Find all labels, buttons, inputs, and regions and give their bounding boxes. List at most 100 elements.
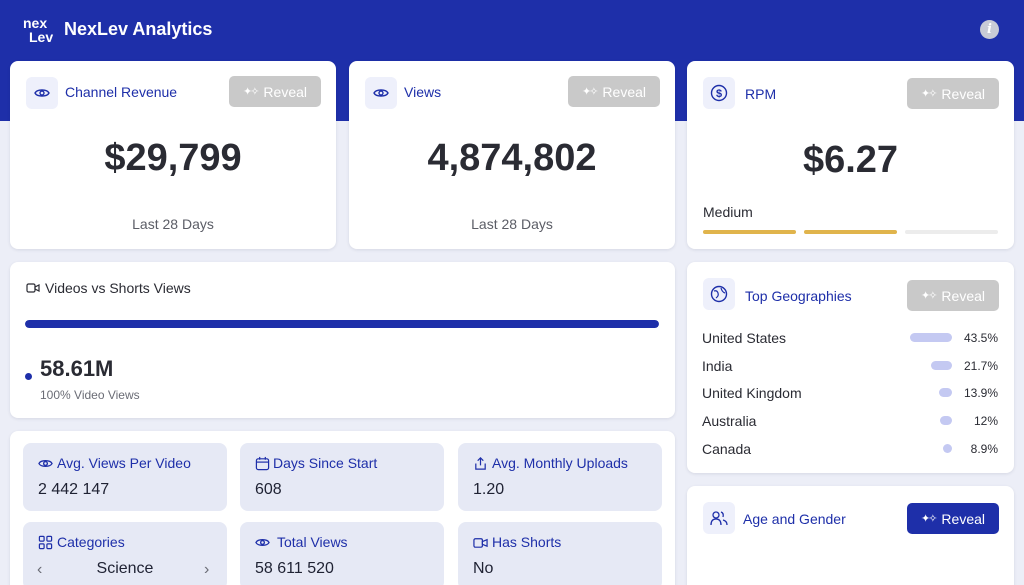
avg-monthly-uploads-label: Avg. Monthly Uploads xyxy=(492,455,628,471)
grid-icon xyxy=(38,535,53,550)
age-gender-label: Age and Gender xyxy=(743,511,846,527)
sparkle-icon: ✦✧ xyxy=(920,513,938,525)
geography-percent: 43.5% xyxy=(963,331,998,345)
categories-label: Categories xyxy=(57,534,125,550)
top-geographies-card: Top Geographies ✦✧ Reveal United States 43… xyxy=(687,262,1014,473)
video-camera-icon xyxy=(26,283,40,293)
reveal-button[interactable]: ✦✧ Reveal xyxy=(907,280,999,311)
video-share-fill xyxy=(25,320,659,328)
svg-text:Lev: Lev xyxy=(29,29,53,45)
category-value: Science xyxy=(96,560,154,577)
reveal-label: Reveal xyxy=(941,85,986,102)
revenue-value: $29,799 xyxy=(104,137,242,179)
channel-revenue-card: Channel Revenue ✦✧ Reveal $29,799 Last 28… xyxy=(10,61,336,249)
geography-percent: 21.7% xyxy=(963,358,998,373)
sparkle-icon: ✦✧ xyxy=(920,88,938,100)
channel-revenue-label: Channel Revenue xyxy=(65,84,178,100)
video-views-breakdown: 100% Video Views xyxy=(40,388,140,402)
rpm-level-segment xyxy=(703,230,796,234)
total-views-short: 58.61M xyxy=(40,356,114,381)
geography-row: United States 43.5% xyxy=(702,328,998,348)
views-period: Last 28 Days xyxy=(471,216,553,232)
revenue-period: Last 28 Days xyxy=(132,216,214,232)
rpm-value: $6.27 xyxy=(802,139,899,181)
video-camera-icon xyxy=(473,538,488,548)
geography-bar xyxy=(931,360,952,370)
sparkle-icon: ✦✧ xyxy=(581,86,599,98)
geography-bar xyxy=(910,333,952,342)
reveal-button[interactable]: ✦✧ Reveal xyxy=(568,76,660,107)
geography-bar xyxy=(943,443,952,453)
reveal-button[interactable]: ✦✧ Reveal xyxy=(907,503,999,534)
videos-vs-shorts-title: Videos vs Shorts Views xyxy=(45,280,191,296)
geography-percent: 12% xyxy=(973,414,998,429)
chevron-left-icon[interactable]: ‹ xyxy=(37,561,43,578)
users-icon xyxy=(703,502,735,534)
videos-vs-shorts-card: Videos vs Shorts Views 58.61M 100% Video… xyxy=(10,262,675,418)
channel-stats-panel: Avg. Views Per Video 2 442 147 Days Sinc… xyxy=(10,431,675,585)
video-share-bar xyxy=(25,320,659,328)
geography-row: Australia 12% xyxy=(702,411,998,431)
sparkle-icon: ✦✧ xyxy=(920,290,938,302)
geography-country: Australia xyxy=(702,413,757,430)
avg-monthly-uploads-tile: Avg. Monthly Uploads 1.20 xyxy=(458,443,662,511)
geography-bar xyxy=(940,416,952,426)
sparkle-icon: ✦✧ xyxy=(242,86,260,98)
globe-icon xyxy=(703,278,735,310)
geography-bar xyxy=(938,388,952,398)
upload-icon xyxy=(475,457,486,470)
rpm-card: $ RPM ✦✧ Reveal $6.27 Medium xyxy=(687,61,1014,249)
avg-views-label: Avg. Views Per Video xyxy=(57,455,191,471)
svg-text:nex: nex xyxy=(23,15,47,31)
svg-text:$: $ xyxy=(716,88,722,100)
geography-row: United Kingdom 13.9% xyxy=(702,383,998,403)
reveal-label: Reveal xyxy=(602,83,647,100)
geography-country: United Kingdom xyxy=(702,385,802,402)
views-label: Views xyxy=(404,84,442,100)
views-value: 4,874,802 xyxy=(427,137,597,179)
geography-row: Canada 8.9% xyxy=(702,439,998,459)
views-card: Views ✦✧ Reveal 4,874,802 Last 28 Days xyxy=(349,61,675,249)
geography-percent: 8.9% xyxy=(970,441,998,456)
has-shorts-label: Has Shorts xyxy=(492,534,562,550)
legend-dot xyxy=(25,373,32,380)
days-since-start-label: Days Since Start xyxy=(273,455,378,471)
reveal-label: Reveal xyxy=(941,287,986,304)
reveal-label: Reveal xyxy=(941,510,986,527)
eye-icon xyxy=(255,539,270,546)
rpm-label: RPM xyxy=(745,86,777,102)
eye-icon xyxy=(365,77,397,109)
calendar-icon xyxy=(255,456,270,471)
rpm-level-segment xyxy=(905,230,998,234)
total-views-label: Total Views xyxy=(277,534,348,550)
eye-icon xyxy=(26,77,58,109)
reveal-button[interactable]: ✦✧ Reveal xyxy=(229,76,321,107)
info-icon[interactable]: i xyxy=(980,20,999,39)
chevron-right-icon[interactable]: › xyxy=(204,561,210,578)
categories-tile: Categories ‹ Science › xyxy=(23,522,227,585)
avg-views-per-video-tile: Avg. Views Per Video 2 442 147 xyxy=(23,443,227,511)
days-since-start-value: 608 xyxy=(255,481,282,498)
rpm-level-segment xyxy=(804,230,897,234)
avg-monthly-uploads-value: 1.20 xyxy=(473,481,505,498)
geography-country: United States xyxy=(702,330,787,346)
reveal-label: Reveal xyxy=(263,83,308,100)
dollar-circle-icon: $ xyxy=(703,77,735,109)
nexlev-logo: nex Lev xyxy=(23,15,53,45)
app-title: NexLev Analytics xyxy=(64,19,213,39)
geography-country: India xyxy=(702,357,733,374)
reveal-button[interactable]: ✦✧ Reveal xyxy=(907,78,999,109)
rpm-level: Medium xyxy=(703,204,753,220)
days-since-start-tile: Days Since Start 608 xyxy=(240,443,444,511)
geography-percent: 13.9% xyxy=(963,386,998,401)
avg-views-value: 2 442 147 xyxy=(38,481,110,498)
has-shorts-tile: Has Shorts No xyxy=(458,522,662,585)
top-geographies-label: Top Geographies xyxy=(745,288,852,304)
total-views-tile: Total Views 58 611 520 xyxy=(240,522,444,585)
age-gender-card: Age and Gender ✦✧ Reveal xyxy=(687,486,1014,585)
eye-icon xyxy=(38,460,53,467)
has-shorts-value: No xyxy=(473,560,494,577)
geography-row: India 21.7% xyxy=(702,356,998,376)
total-views-value: 58 611 520 xyxy=(255,560,334,577)
geography-country: Canada xyxy=(702,440,752,457)
